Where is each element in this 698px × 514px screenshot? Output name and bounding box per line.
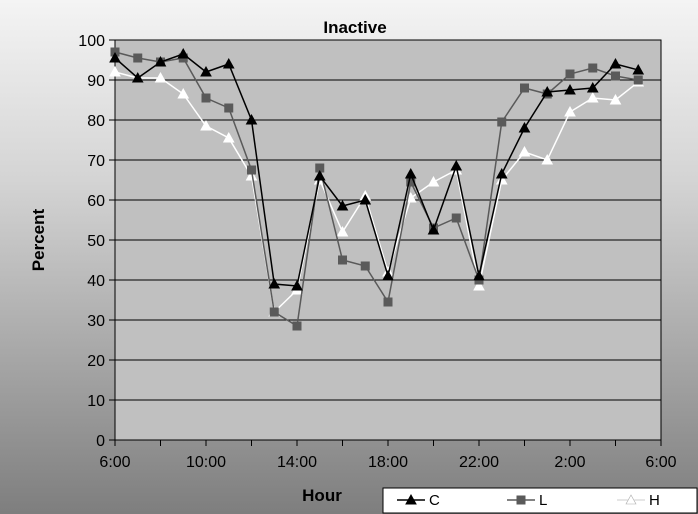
data-point-c [518,121,531,133]
y-tick-label: 70 [87,153,105,170]
data-point-l [611,71,620,81]
data-point-l [201,93,211,103]
y-axis-title: Percent [29,208,48,271]
y-tick-label: 40 [87,273,105,290]
chart-title: Inactive [323,18,386,37]
data-point-c [564,83,576,95]
data-point-c [245,113,258,125]
data-point-h [495,173,508,185]
x-axis-title: Hour [302,486,342,505]
legend-item-c: C [397,492,440,509]
x-tick-label: 6:00 [99,454,130,471]
data-point-c [291,279,303,291]
series-c [109,47,645,291]
data-point-c [313,169,326,181]
y-tick-label: 90 [87,73,105,90]
legend-label: C [429,492,440,509]
data-point-l [247,165,256,175]
data-point-h [541,153,554,165]
y-tick-label: 80 [87,113,105,130]
series-line-c [114,53,639,287]
legend-marker [516,495,526,505]
data-point-l [360,261,370,271]
x-ticks: 6:00 10:00 14:00 18:00 22:00 2:00 6:00 [99,440,677,471]
x-tick-label: 18:00 [368,454,408,471]
data-point-l [520,83,529,93]
data-point-c [177,47,190,59]
data-point-c [131,71,144,83]
data-point-h [473,279,485,291]
data-point-c [473,269,485,281]
data-point-h [245,169,258,181]
data-point-l [338,255,347,265]
data-point-l [269,307,279,317]
legend-item-l: L [507,492,547,509]
data-point-h [427,175,440,187]
data-point-c [382,269,394,281]
data-point-c [222,57,235,69]
data-point-l [224,103,234,113]
data-point-c [200,65,212,77]
y-tick-label: 0 [96,433,105,450]
data-point-c [268,277,281,289]
series-line-h [114,71,639,314]
data-point-h [564,105,576,117]
data-point-l [383,297,393,307]
legend-marker-outline [625,494,637,505]
y-tick-label: 10 [87,393,105,410]
y-tick-label: 100 [78,33,105,50]
data-point-l [292,321,302,331]
data-point-l [497,117,507,127]
data-point-c [609,57,622,69]
data-point-l [565,69,575,79]
data-point-h [609,93,622,105]
data-point-h [109,65,121,77]
y-ticks: 0 10 20 30 40 50 60 70 80 90 100 [78,33,115,450]
y-tick-label: 60 [87,193,105,210]
data-point-l [588,63,598,73]
data-point-c [359,193,372,205]
legend-marker [405,493,417,505]
data-point-c [109,51,121,63]
data-point-c [632,63,645,75]
legend-label: L [539,492,547,509]
series [109,47,645,331]
y-tick-label: 50 [87,233,105,250]
data-point-l [451,213,461,223]
data-point-c [586,81,599,93]
data-point-h [586,91,599,103]
data-point-l [633,75,643,85]
data-point-c [427,223,440,235]
x-tick-label: 14:00 [277,454,317,471]
x-tick-label: 6:00 [645,454,676,471]
data-point-h [177,87,190,99]
data-point-c [541,85,554,97]
data-point-c [404,167,417,179]
data-point-c [336,199,349,211]
x-tick-label: 2:00 [554,454,585,471]
data-point-h [518,145,531,157]
y-tick-label: 30 [87,313,105,330]
y-tick-label: 20 [87,353,105,370]
legend-label: H [649,492,660,509]
legend-item-h: H [617,492,660,509]
data-point-h [222,131,235,143]
data-point-c [154,55,167,67]
data-point-h [200,119,212,131]
data-point-h [154,71,167,83]
data-point-c [450,159,463,171]
data-point-h [336,225,349,237]
x-tick-label: 10:00 [186,454,226,471]
data-point-c [495,167,508,179]
x-tick-label: 22:00 [459,454,499,471]
data-point-l [133,53,143,63]
